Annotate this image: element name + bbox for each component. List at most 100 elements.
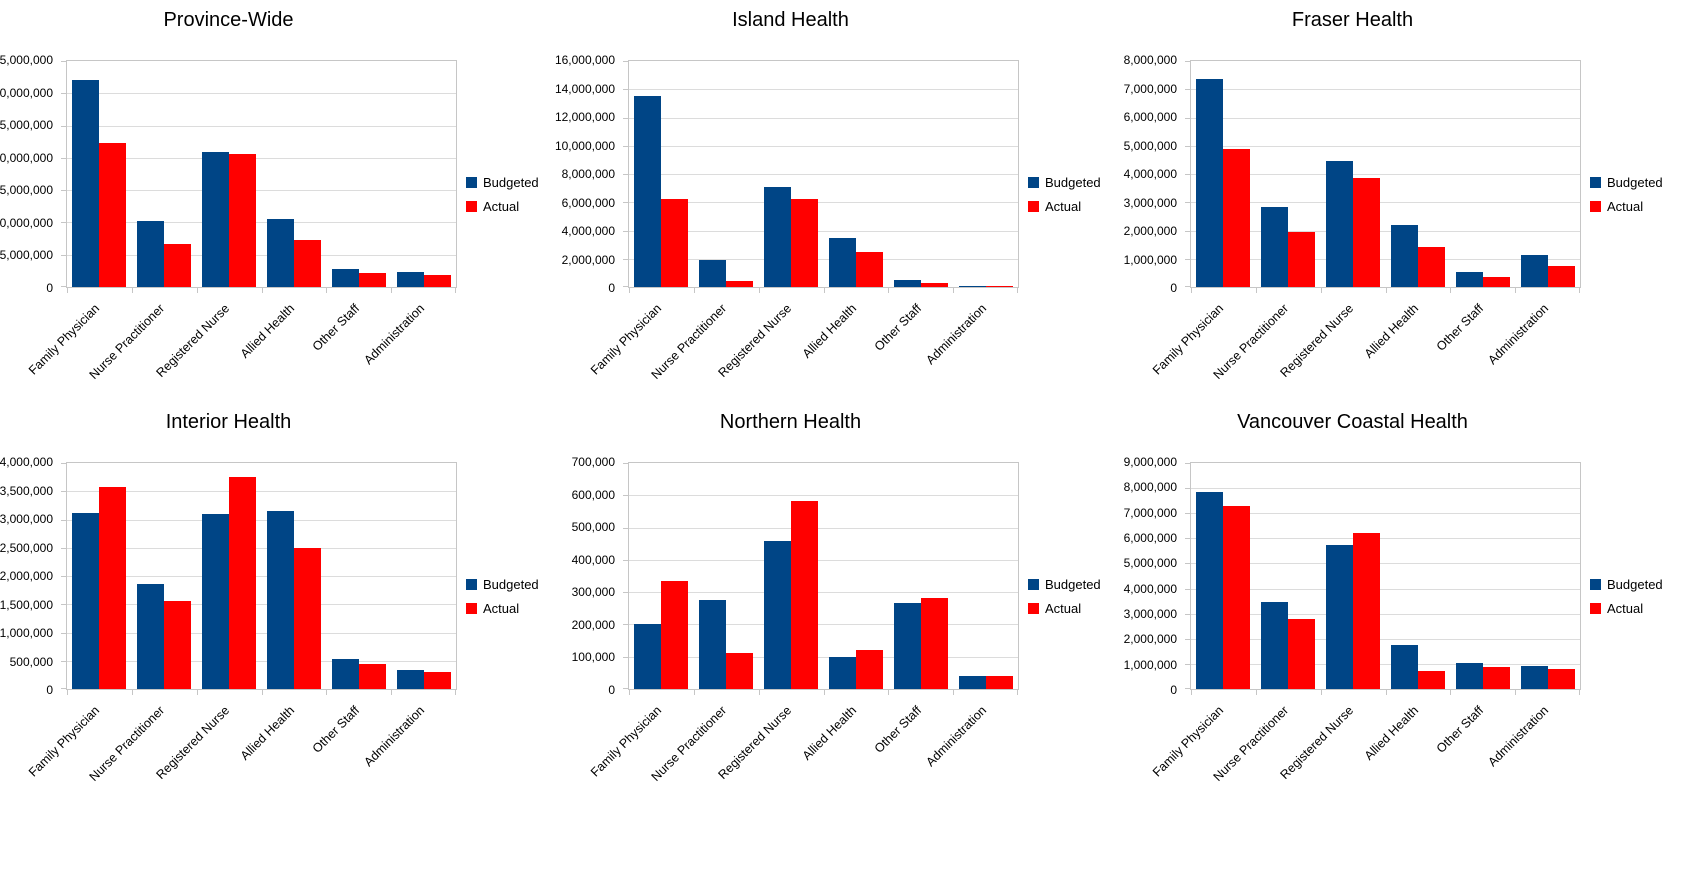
x-axis-tick [196, 689, 198, 695]
y-axis-tick-label: 2,000,000 [1123, 224, 1177, 238]
legend: Budgeted Actual [1590, 175, 1663, 214]
bar-actual-nurse-practitioner [726, 281, 754, 287]
y-axis-tick-label: 1,000,000 [1123, 252, 1177, 267]
legend-label: Actual [1045, 601, 1082, 616]
y-axis-tick [61, 286, 67, 287]
legend-swatch-actual [1590, 603, 1601, 614]
legend-item-budgeted: Budgeted [1028, 175, 1101, 190]
bar-group-nurse-practitioner [694, 463, 759, 689]
gridline [1191, 563, 1580, 565]
chart-vancouver-coastal-health: Vancouver Coastal Health 0 1,000,000 2,000,… [1124, 402, 1686, 804]
chart-title: Province-Wide [163, 9, 294, 31]
x-axis-tick [629, 287, 630, 293]
bar-budgeted-nurse-practitioner [699, 600, 727, 689]
legend-label: Budgeted [1607, 577, 1663, 592]
y-axis-tick [1185, 538, 1191, 540]
x-axis-tick [196, 287, 198, 293]
gridline [629, 592, 1018, 594]
legend-label: Actual [483, 199, 520, 214]
legend-label: Actual [1607, 601, 1644, 616]
x-axis-tick [953, 287, 955, 293]
y-axis-tick-label: 35,000,000 [0, 53, 53, 67]
bar-budgeted-allied-health [828, 656, 856, 689]
legend-label: Budgeted [1045, 175, 1101, 190]
x-axis-tick [1255, 689, 1257, 695]
bar-groups [629, 61, 1018, 287]
x-axis-tick [1255, 287, 1257, 293]
x-axis-tick [823, 689, 825, 695]
legend-item-actual: Actual [1028, 199, 1101, 214]
y-axis: 0 5,000,000 10,000,000 15,000,000 20,000,000… [0, 54, 60, 294]
legend: Budgeted Actual [466, 577, 539, 616]
legend-item-budgeted: Budgeted [1590, 577, 1663, 592]
y-axis-tick-label: 0 [1170, 683, 1177, 697]
bar-group-registered-nurse [759, 61, 824, 287]
gridline [1191, 89, 1580, 91]
gridline [67, 576, 456, 577]
gridline [629, 527, 1018, 529]
gridline [67, 632, 456, 634]
legend-swatch-actual [466, 201, 477, 212]
bar-actual-nurse-practitioner [164, 601, 192, 689]
bar-actual-administration [423, 671, 451, 689]
y-axis-tick-label: 3,500,000 [0, 483, 53, 498]
bar-budgeted-allied-health [1390, 645, 1418, 689]
y-axis-tick-label: 14,000,000 [554, 81, 615, 96]
legend: Budgeted Actual [466, 175, 539, 214]
x-axis-tick [391, 287, 393, 293]
legend-swatch-budgeted [1590, 579, 1601, 590]
bar-budgeted-other-staff [1455, 271, 1483, 287]
x-axis-tick [261, 689, 263, 695]
bar-group-administration [391, 463, 456, 689]
bar-group-nurse-practitioner [1256, 61, 1321, 287]
bar-actual-other-staff [358, 664, 386, 689]
bar-budgeted-administration [396, 669, 424, 689]
y-axis-tick-label: 4,000,000 [1123, 581, 1177, 596]
x-axis-tick [326, 689, 328, 695]
bar-budgeted-nurse-practitioner [699, 260, 727, 287]
bar-actual-registered-nurse [229, 153, 257, 287]
bar-group-nurse-practitioner [1256, 463, 1321, 689]
y-axis-tick-label: 0 [608, 683, 615, 697]
legend: Budgeted Actual [1590, 577, 1663, 616]
gridline [629, 495, 1018, 497]
y-axis-tick [1185, 258, 1191, 260]
legend-label: Actual [1607, 199, 1644, 214]
x-axis-tick [1191, 689, 1192, 695]
bar-actual-family-physician [99, 143, 127, 287]
x-axis-tick [888, 689, 890, 695]
legend-item-actual: Actual [466, 601, 539, 616]
y-axis-tick-label: 30,000,000 [0, 85, 53, 100]
x-axis-tick [693, 287, 695, 293]
plot-area [61, 462, 457, 695]
bar-group-other-staff [326, 463, 391, 689]
y-axis-tick-label: 7,000,000 [1123, 505, 1177, 520]
bar-actual-family-physician [1223, 505, 1251, 689]
bar-budgeted-other-staff [893, 603, 921, 689]
bar-budgeted-administration [1520, 255, 1548, 287]
x-axis-labels: Family Physician Nurse Practitioner Regist… [26, 295, 457, 401]
y-axis-tick-label: 6,000,000 [1123, 531, 1177, 546]
y-axis-tick [623, 624, 629, 626]
bar-actual-administration [423, 274, 451, 287]
y-axis-tick-label: 500,000 [9, 654, 53, 669]
gridline [67, 660, 456, 662]
y-axis-tick [1185, 638, 1191, 640]
y-axis-tick-label: 1,000,000 [0, 626, 53, 640]
bar-group-nurse-practitioner [694, 61, 759, 287]
x-axis-tick [1579, 287, 1580, 293]
y-axis-tick-label: 4,000,000 [561, 224, 615, 238]
y-axis-tick-label: 15,000,000 [0, 183, 53, 198]
bar-actual-family-physician [661, 580, 689, 689]
y-axis-tick-label: 8,000,000 [1123, 480, 1177, 495]
y-axis-tick [1185, 463, 1191, 464]
y-axis: 0 1,000,000 2,000,000 3,000,000 4,000,000 5,0… [1123, 54, 1184, 294]
y-axis-tick [623, 117, 629, 119]
x-axis-tick [1515, 287, 1517, 293]
gridline [1191, 202, 1580, 204]
bar-actual-other-staff [920, 282, 948, 287]
bar-actual-allied-health [1417, 670, 1445, 689]
bar-group-allied-health [1385, 463, 1450, 689]
bar-group-registered-nurse [759, 463, 824, 689]
plot-area [1185, 60, 1581, 293]
